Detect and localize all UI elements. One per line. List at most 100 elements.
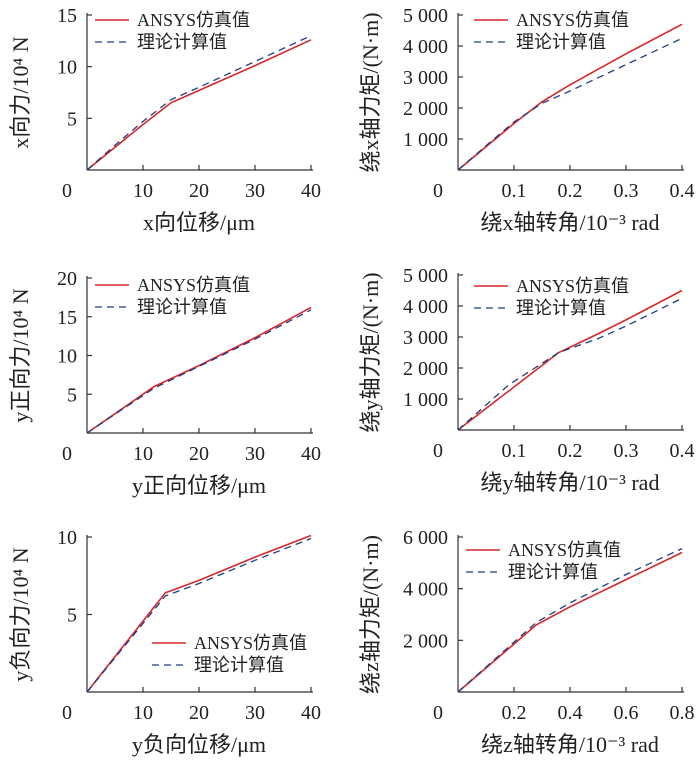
y-tick-label: 5 bbox=[67, 108, 77, 130]
chart-panel-3: 0 10 20 30 40 5 10 15 20 y正向位移/μm y正向力/10⁴ N ANSYS仿… bbox=[8, 268, 321, 498]
x-tick-label: 0 bbox=[433, 180, 443, 202]
y-tick-label: 4 000 bbox=[403, 296, 448, 318]
series-line-simulation bbox=[457, 23, 683, 171]
series-line-theory bbox=[86, 309, 312, 434]
x-axis-label: y正向位移/μm bbox=[132, 473, 266, 498]
chart-panel-2: 0 0.1 0.2 0.3 0.4 1 000 2 000 3 000 4 000 5 000 绕x… bbox=[358, 5, 695, 235]
x-tick-label: 40 bbox=[301, 702, 321, 724]
x-tick-label: 0 bbox=[62, 180, 72, 202]
y-tick-label: 4 000 bbox=[403, 579, 448, 601]
x-tick-label: 20 bbox=[189, 443, 209, 465]
legend-label: ANSYS仿真值 bbox=[137, 275, 250, 295]
x-tick-label: 0 bbox=[433, 702, 443, 724]
chart-panel-5: 0 10 20 30 40 5 10 y负向位移/μm y负向力/10⁴ N ANSYS仿真值理论… bbox=[8, 527, 321, 757]
y-tick-label: 3 000 bbox=[403, 327, 448, 349]
y-tick-label: 10 bbox=[57, 527, 77, 549]
legend-label: 理论计算值 bbox=[516, 298, 606, 318]
legend-label: ANSYS仿真值 bbox=[516, 276, 629, 296]
y-tick-label: 3 000 bbox=[403, 67, 448, 89]
y-axis-label: x向力/10⁴ N bbox=[8, 36, 33, 148]
legend-label: 理论计算值 bbox=[194, 655, 284, 675]
x-tick-label: 0 bbox=[62, 443, 72, 465]
y-tick-label: 20 bbox=[57, 268, 77, 290]
x-tick-label: 40 bbox=[301, 443, 321, 465]
y-tick-label: 1 000 bbox=[403, 389, 448, 411]
x-tick-label: 10 bbox=[133, 443, 153, 465]
x-tick-label: 30 bbox=[245, 702, 265, 724]
chart-panel-1: 0 10 20 30 40 5 10 15 x向位移/μm x向力/10⁴ N ANSYS仿真值理论… bbox=[8, 5, 321, 235]
y-tick-label: 4 000 bbox=[403, 36, 448, 58]
x-tick-label: 0.2 bbox=[502, 702, 527, 724]
y-axis-label: 绕x轴力矩/(N·m) bbox=[358, 12, 383, 172]
y-axis-label: y正向力/10⁴ N bbox=[8, 288, 33, 422]
legend-label: 理论计算值 bbox=[516, 32, 606, 52]
x-tick-label: 10 bbox=[133, 180, 153, 202]
x-tick-label: 30 bbox=[245, 443, 265, 465]
y-tick-label: 15 bbox=[57, 307, 77, 329]
x-tick-label: 30 bbox=[245, 180, 265, 202]
series-line-theory bbox=[86, 35, 312, 171]
chart-panel-4: 0 0.1 0.2 0.3 0.4 1 000 2 000 3 000 4 000 5 000 绕y… bbox=[358, 265, 695, 495]
x-axis-label: x向位移/μm bbox=[143, 210, 255, 235]
x-tick-label: 40 bbox=[301, 180, 321, 202]
x-tick-label: 0.1 bbox=[502, 440, 527, 462]
y-tick-label: 5 bbox=[67, 384, 77, 406]
x-tick-label: 0.2 bbox=[558, 440, 583, 462]
series-line-theory bbox=[457, 297, 683, 431]
x-tick-label: 0 bbox=[433, 440, 443, 462]
x-tick-label: 0.4 bbox=[558, 702, 583, 724]
chart-panel-6: 0 0.2 0.4 0.6 0.8 2 000 4 000 6 000 绕z轴转角/10⁻³ r… bbox=[358, 527, 695, 757]
legend-label: 理论计算值 bbox=[508, 562, 598, 582]
y-tick-label: 5 000 bbox=[403, 5, 448, 27]
y-tick-label: 5 bbox=[67, 605, 77, 627]
x-tick-label: 0.6 bbox=[614, 702, 639, 724]
x-tick-label: 0.2 bbox=[558, 180, 583, 202]
y-tick-label: 1 000 bbox=[403, 129, 448, 151]
x-tick-label: 0.3 bbox=[614, 440, 639, 462]
series-line-simulation bbox=[86, 306, 312, 434]
x-tick-label: 0.1 bbox=[502, 180, 527, 202]
legend-label: ANSYS仿真值 bbox=[194, 633, 307, 653]
series-line-simulation bbox=[86, 39, 312, 171]
x-tick-label: 0.8 bbox=[670, 702, 695, 724]
y-tick-label: 10 bbox=[57, 346, 77, 368]
x-axis-label: 绕y轴转角/10⁻³ rad bbox=[481, 470, 660, 495]
legend-label: ANSYS仿真值 bbox=[137, 10, 250, 30]
y-axis-label: y负向力/10⁴ N bbox=[8, 547, 33, 681]
x-tick-label: 20 bbox=[189, 702, 209, 724]
legend-label: ANSYS仿真值 bbox=[508, 540, 621, 560]
legend-label: 理论计算值 bbox=[137, 32, 227, 52]
y-axis-label: 绕z轴力矩/(N·m) bbox=[358, 535, 383, 694]
y-tick-label: 6 000 bbox=[403, 527, 448, 549]
y-tick-label: 15 bbox=[57, 5, 77, 27]
x-tick-label: 10 bbox=[133, 702, 153, 724]
x-tick-label: 0 bbox=[62, 702, 72, 724]
x-tick-label: 0.4 bbox=[670, 440, 695, 462]
y-tick-label: 2 000 bbox=[403, 98, 448, 120]
x-axis-label: 绕z轴转角/10⁻³ rad bbox=[481, 732, 659, 757]
legend-label: 理论计算值 bbox=[137, 297, 227, 317]
series-line-theory bbox=[457, 548, 683, 693]
series-line-simulation bbox=[457, 551, 683, 693]
y-tick-label: 5 000 bbox=[403, 265, 448, 287]
x-axis-label: 绕x轴转角/10⁻³ rad bbox=[481, 210, 660, 235]
y-tick-label: 2 000 bbox=[403, 630, 448, 652]
series-line-theory bbox=[457, 37, 683, 171]
y-tick-label: 2 000 bbox=[403, 358, 448, 380]
y-tick-label: 10 bbox=[57, 57, 77, 79]
legend-label: ANSYS仿真值 bbox=[516, 10, 629, 30]
series-line-simulation bbox=[457, 289, 683, 431]
y-axis-label: 绕y轴力矩/(N·m) bbox=[358, 272, 383, 432]
x-tick-label: 0.4 bbox=[670, 180, 695, 202]
series-line-simulation bbox=[86, 534, 312, 693]
series-line-theory bbox=[86, 537, 312, 693]
x-tick-label: 20 bbox=[189, 180, 209, 202]
x-tick-label: 0.3 bbox=[614, 180, 639, 202]
